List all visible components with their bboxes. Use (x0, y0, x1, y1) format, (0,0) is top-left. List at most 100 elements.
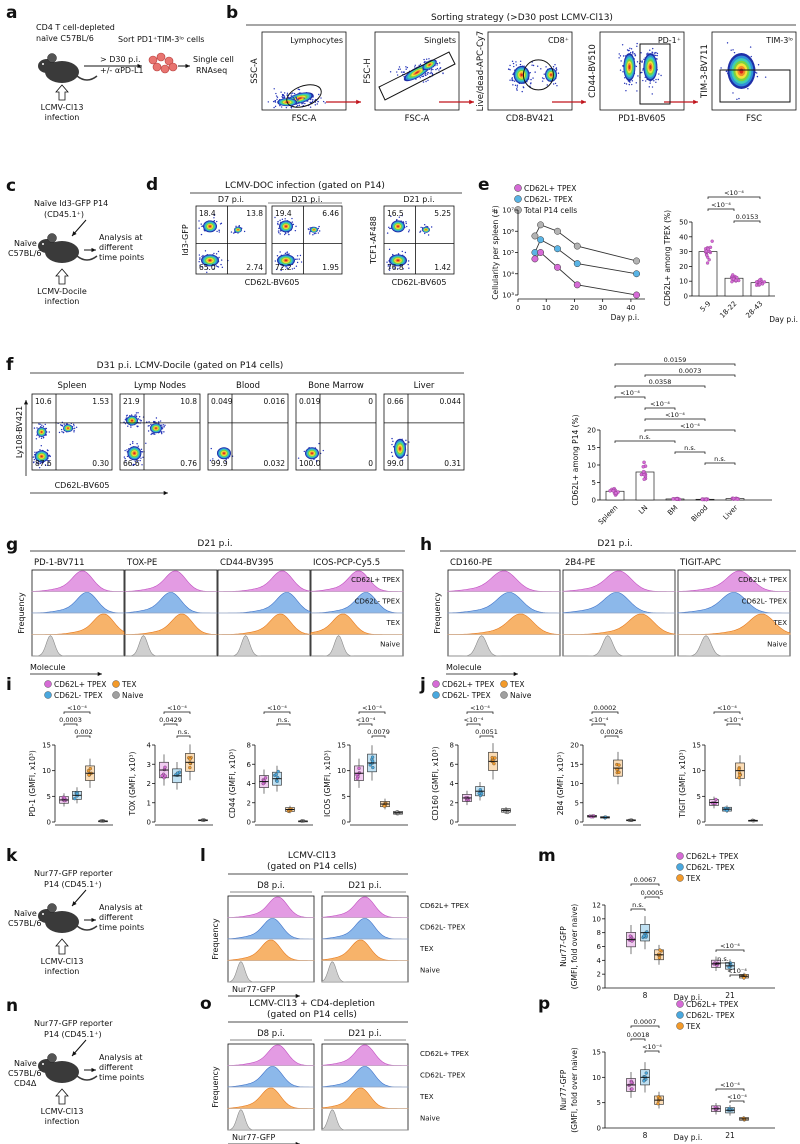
flow-event (427, 234, 430, 236)
arrow-head (581, 99, 586, 105)
flow-event (283, 96, 286, 99)
flow-event (279, 104, 281, 107)
label: D21 p.i. (348, 881, 381, 891)
dot (705, 261, 710, 265)
flow-event (725, 70, 728, 73)
flow-event (273, 88, 275, 90)
flow-event (296, 258, 298, 260)
gate (286, 84, 322, 108)
y-tick-label: 6 (450, 761, 455, 769)
flow-event (295, 225, 297, 228)
flow-event (405, 66, 407, 68)
arrow-head (295, 993, 300, 999)
label: ICOS (GMFI, x10³) (323, 750, 332, 817)
flow-event (532, 64, 535, 67)
infection-arrow (55, 84, 69, 101)
flow-event (529, 71, 531, 74)
flow-event (286, 94, 288, 96)
density (131, 419, 133, 422)
flow-event (649, 82, 651, 84)
histogram (562, 613, 676, 635)
flow-event (324, 102, 326, 104)
flow-event (622, 64, 624, 67)
flow-event (200, 233, 203, 236)
dot (355, 776, 359, 781)
flow-event (200, 223, 202, 225)
flow-event (313, 232, 316, 235)
y-tick-label: 15 (592, 1049, 601, 1057)
dot (735, 275, 739, 280)
quadrant-value: 10.8 (180, 397, 197, 406)
row-label: Naive (767, 640, 787, 648)
bracket (707, 208, 735, 211)
label: CD8-BV421 (506, 114, 554, 124)
quadrant-value: 100.0 (299, 459, 321, 468)
flow-event (58, 431, 61, 434)
p-value: <10⁻⁴ (720, 942, 740, 950)
point (573, 281, 581, 289)
dot (760, 282, 765, 286)
flow-event (424, 74, 427, 77)
p-value: 0.0005 (641, 889, 664, 897)
flow-event (140, 448, 143, 451)
legend-swatch (514, 195, 522, 203)
flow-event (299, 254, 302, 257)
flow-event (516, 89, 518, 91)
y-tick-label: 20 (570, 742, 579, 750)
label: Lymp Nodes (134, 381, 187, 391)
dot (642, 477, 646, 481)
flow-event (291, 217, 293, 220)
flow-event (401, 459, 404, 462)
y-tick-label: 0 (684, 293, 688, 301)
legend-swatch (500, 691, 508, 699)
dot (735, 497, 740, 501)
flow-event (509, 69, 511, 71)
label: infection (45, 297, 80, 306)
flow-event (36, 434, 38, 436)
density (520, 73, 523, 77)
flow-event (405, 221, 407, 223)
quadrant-value: 1.95 (322, 263, 339, 272)
panel-letter: o (200, 994, 212, 1014)
density (649, 65, 652, 70)
p-value: <10⁻⁴ (724, 716, 744, 724)
flow-event (392, 440, 394, 443)
flow-event (642, 79, 644, 82)
flow-event (429, 72, 431, 75)
flow-event (315, 232, 317, 235)
flow-event (129, 443, 132, 446)
arrow-head (185, 63, 190, 69)
flow-event (511, 78, 513, 80)
flow-event (137, 445, 139, 447)
dot (611, 489, 616, 493)
flow-event (40, 425, 42, 428)
dot (88, 766, 92, 771)
quadrant-value: 76.8 (387, 263, 404, 272)
flow-event (280, 91, 282, 93)
label: time points (99, 253, 144, 262)
x-tick-label: 18-22 (718, 300, 738, 320)
gate (719, 69, 791, 103)
arrow-head (356, 99, 361, 105)
quadrant-value: 0.049 (211, 397, 233, 406)
flow-event (36, 427, 38, 429)
label: TOX (GMFI, x10³) (128, 751, 137, 816)
mouse-tail (76, 1075, 98, 1081)
x-tick-label: 10 (542, 304, 551, 312)
flow-event (432, 68, 434, 71)
dot (705, 253, 709, 257)
quadrant-value: 1.42 (434, 263, 451, 272)
dot (642, 460, 646, 465)
label: TIM-3-BV711 (700, 44, 710, 99)
point (554, 245, 561, 253)
marker-label: TOX-PE (126, 558, 157, 568)
flow-event (294, 258, 297, 261)
flow-event (656, 54, 658, 57)
bracket (614, 396, 646, 399)
flow-event (720, 67, 722, 69)
flow-event (407, 260, 410, 262)
label: PD1-BV605 (618, 114, 665, 124)
y-tick-label: 15 (692, 742, 701, 750)
flow-event (213, 268, 215, 270)
flow-event (658, 73, 660, 75)
